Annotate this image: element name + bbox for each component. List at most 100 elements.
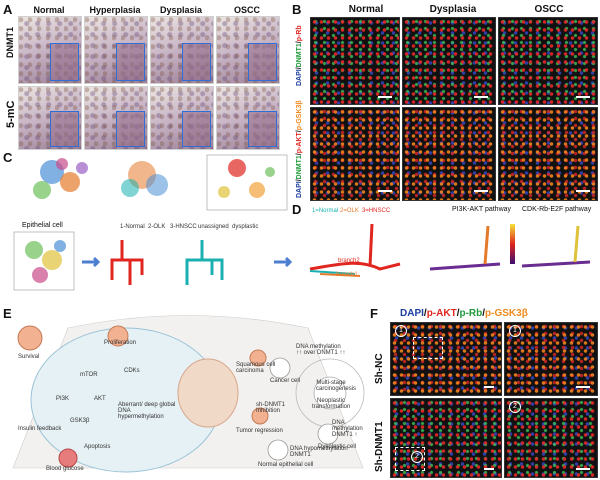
if-shdnmt1-zoom: 2 [504,398,598,478]
ihc-oscc-5mc [216,86,280,150]
e-cancer-note: DNA methylation ↑↑ over DNMT1 ↑↑ [296,344,346,356]
e-dysplastic: Dysplastic cell [318,444,357,450]
ihc-dysplasia-dnmt1 [150,16,214,84]
ihc-normal-dnmt1 [18,16,82,84]
legend-olk: 2-OLK [148,224,166,230]
panel-e-graphics [12,315,365,473]
scale-bar [484,468,494,470]
panel-b-col-oscc: OSCC [534,4,564,15]
panel-f-row-shdnmt1: Sh-DNMT1 [374,421,385,472]
scale-bar [576,468,590,470]
e-insulin: Insulin feedback [18,426,62,432]
epithelial-title: Epithelial cell [22,222,63,229]
panel-f-row-shnc: Sh-NC [374,353,385,384]
scale-bar [378,96,392,98]
e-pi3k: PI3K [56,396,70,402]
panel-f-label: F [370,306,378,321]
if-shnc-zoom: 1 [504,322,598,396]
panel-b-label: B [292,2,302,17]
roi-marker-2: 2 [411,451,423,463]
e-sqcc: Squamous cell carcinoma [236,362,276,374]
panel-c-graphics [13,154,293,291]
legend-hnscc: 3-HNSCC [170,224,197,230]
panel-a-col-hyperplasia: Hyperplasia [89,5,141,15]
panel-c-label: C [3,150,13,165]
if-normal-row2 [310,107,400,201]
dysplastic-cell-icon [317,423,339,445]
tsne-epithelial [13,231,75,291]
panel-a-col-dysplasia: Dysplasia [159,5,203,15]
e-neo: Neoplastic transformation [312,398,351,410]
panel-d-graphics [309,223,591,277]
panel-a-col-oscc: OSCC [233,5,260,15]
legend-normal: 1-Normal [120,224,145,230]
normal-cell-icon [267,439,289,461]
e-dys-note: DNA methylation DNMT1 ↑ [332,420,363,438]
d-legend-hnscc: 3=HNSCC [362,208,391,214]
ihc-normal-5mc [18,86,82,150]
e-dna: Aberrant/ deep global DNA hypermethylati… [118,402,176,420]
e-normal: Normal epithelial cell [258,462,314,468]
e-tumor: Tumor regression [236,428,283,434]
survival-cell [17,325,43,351]
e-glucose: Blood glucose [46,466,84,472]
arrow-icon [82,256,101,268]
ihc-hyperplasia-dnmt1 [84,16,148,84]
arrow-icon [274,256,293,268]
panel-b-col-normal: Normal [348,4,384,15]
trajectory-plot-1 [309,223,401,277]
panel-a-label: A [3,2,13,17]
e-proliferation: Proliferation [104,340,137,346]
scale-bar [474,96,488,98]
ihc-hyperplasia-5mc [84,86,148,150]
ihc-dysplasia-5mc [150,86,214,150]
if-shdnmt1-overview: 2 [390,398,502,478]
scale-bar [576,190,590,192]
trajectory-plot-2 [429,224,515,271]
panel-b-row1-label: DAPI/DNMT1/p-Rb [296,25,303,86]
branch2-label: branch2 [338,258,360,264]
if-oscc-row2 [498,107,598,201]
e-apoptosis: Apoptosis [84,444,111,450]
if-shnc-overview: 1 [390,322,502,396]
panel-a-col-normal: Normal [33,5,65,15]
e-mtor: mTOR [80,372,98,378]
cancer-cell-icon [269,357,291,379]
e-normal-note: DNA hypomethylation DNMT1 [290,446,348,458]
zoom-marker-2: 2 [509,401,521,413]
scale-bar [378,190,392,192]
e-gsk3b: GSK3β [70,418,90,424]
scale-bar [576,96,590,98]
e-survival: Survival [18,354,40,360]
tsne-plot-3 [206,154,288,211]
panel-b-col-dysplasia: Dysplasia [429,4,477,15]
tumor-sphere [177,358,239,428]
panel-a-row-5mc: 5-mC [5,100,17,128]
e-cancer: Cancer cell [270,378,301,384]
tsne-plot-2 [121,161,168,197]
ihc-oscc-dnmt1 [216,16,280,84]
panel-e-label: E [3,306,12,321]
sqcc-icon [249,349,267,367]
zoom-marker-1: 1 [509,325,521,337]
panel-d-label: D [292,202,302,217]
legend-unassigned: unassigned [198,224,229,230]
d-legend-normal: 1=Normal [312,208,339,214]
scale-bar [484,386,494,388]
tumor-regression-icon [251,407,269,425]
roi-marker-1: 1 [395,325,407,337]
trajectory-tree-teal [185,240,224,285]
if-normal-row1 [310,17,400,105]
d-legend-olk: 2=OLK [340,208,359,214]
e-sinh: sh-DNMT1 Inhibition [256,402,286,414]
scale-bar [474,190,488,192]
if-dysplasia-row2 [402,107,496,201]
branch1-label: branch1 [336,272,358,278]
if-oscc-row1 [498,17,598,105]
e-multi: Multi-stage carcinogenesis [316,380,357,392]
trajectory-tree-red [110,240,144,285]
cdk-rb-title: CDK-Rb-E2F pathway [522,206,592,213]
panel-a-row-dnmt1: DNMT1 [5,27,15,58]
trajectory-plot-3 [521,225,591,268]
scale-bar [576,386,590,388]
